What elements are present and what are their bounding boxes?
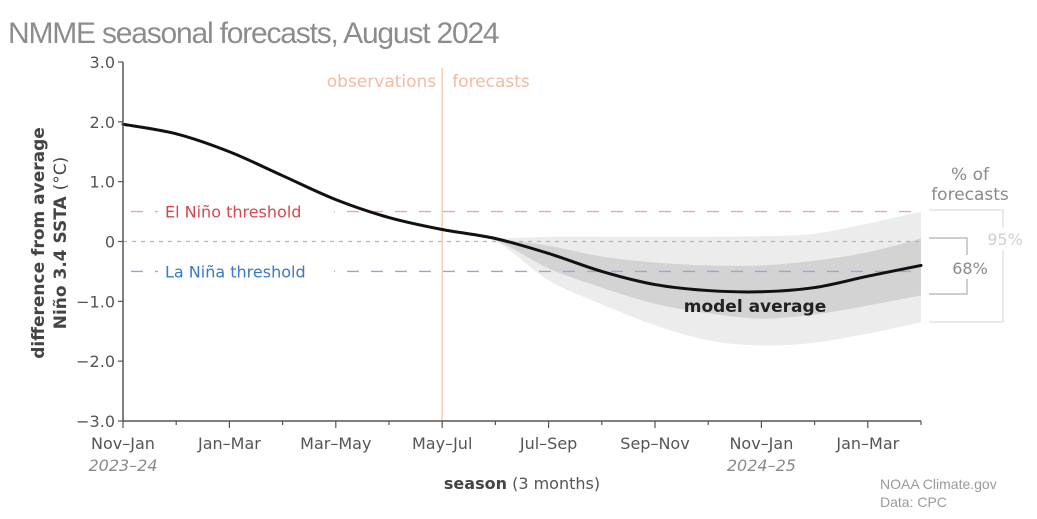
la-nina-label-bg	[158, 259, 334, 284]
x-year-label: 2023–24	[88, 456, 157, 475]
x-axis-label: season (3 months)	[444, 474, 600, 493]
model-average-line	[121, 122, 923, 294]
x-tick-label: Mar–May	[300, 434, 371, 453]
y-tick-label: 2.0	[90, 113, 115, 132]
band-68pct	[442, 229, 921, 319]
legend-95-bg	[990, 228, 1028, 250]
x-tick-label: Sep–Nov	[620, 434, 689, 453]
y-tick-label: −1.0	[76, 292, 115, 311]
y-tick-label: 3.0	[90, 53, 115, 72]
x-year-label: 2024–25	[727, 456, 796, 475]
x-tick-label: Nov–Jan	[729, 434, 793, 453]
credit-data: Data: CPC	[880, 494, 947, 510]
forecast-bands	[442, 211, 921, 346]
el-nino-threshold-label: El Niño threshold	[165, 203, 301, 222]
legend-95-label: 95%	[987, 230, 1023, 249]
legend-68-label: 68%	[952, 259, 988, 278]
x-tick-label: Jul–Sep	[519, 434, 577, 453]
y-axis-ticks: 3.0 2.0 1.0 0 −1.0 −2.0 −3.0	[76, 53, 123, 431]
y-tick-label: 1.0	[90, 173, 115, 192]
el-nino-label-bg	[158, 199, 334, 224]
y-axis-label-line1: difference from average	[29, 127, 49, 359]
legend-title-line1: % of	[951, 165, 990, 185]
y-tick-label: −3.0	[76, 412, 115, 431]
la-nina-threshold-label: La Niña threshold	[165, 262, 306, 281]
x-tick-label: Jan–Mar	[197, 434, 261, 453]
y-tick-label: −2.0	[76, 352, 115, 371]
chart-title: NMME seasonal forecasts, August 2024	[8, 17, 499, 50]
band-legend: % of forecasts 68% 95%	[929, 165, 1028, 323]
legend-title-line2: forecasts	[931, 185, 1009, 205]
x-tick-label: Jan–Mar	[835, 434, 899, 453]
x-axis-ticks: Nov–Jan 2023–24 Jan–Mar Mar–May May–Jul Jul–S…	[88, 421, 922, 475]
credit-source: NOAA Climate.gov	[880, 476, 997, 492]
x-tick-label: May–Jul	[412, 434, 472, 453]
forecasts-label: forecasts	[452, 72, 530, 92]
y-tick-label: 0	[105, 233, 115, 252]
threshold-labels: El Niño threshold La Niña threshold	[158, 199, 334, 284]
model-average-label: model average	[684, 297, 826, 317]
observations-label: observations	[327, 72, 437, 92]
y-axis-label-line2: Niño 3.4 SSTA (°C)	[51, 157, 71, 330]
x-tick-label: Nov–Jan	[91, 434, 155, 453]
legend-95-bracket	[929, 209, 1004, 323]
legend-68-bg	[955, 255, 995, 279]
